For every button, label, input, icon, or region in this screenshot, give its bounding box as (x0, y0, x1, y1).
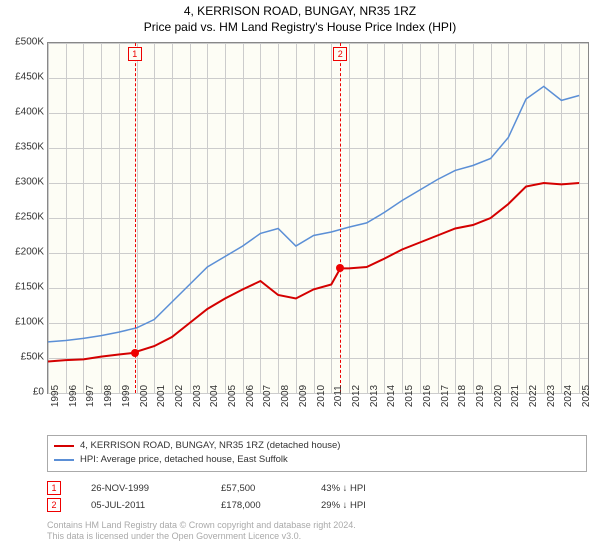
legend-swatch-2 (54, 459, 74, 461)
sale-pct-1: 43% ↓ HPI (321, 480, 401, 497)
y-tick-label: £50K (4, 352, 44, 363)
x-tick-label: 2012 (351, 385, 362, 407)
chart-container: 4, KERRISON ROAD, BUNGAY, NR35 1RZ Price… (0, 0, 600, 560)
x-tick-label: 2004 (209, 385, 220, 407)
sale-marker-box: 1 (128, 47, 142, 61)
x-tick-label: 2013 (369, 385, 380, 407)
sales-table: 1 26-NOV-1999 £57,500 43% ↓ HPI 2 05-JUL… (47, 480, 587, 514)
sales-row-2: 2 05-JUL-2011 £178,000 29% ↓ HPI (47, 497, 587, 514)
sale-marker-2: 2 (47, 498, 61, 512)
y-tick-label: £250K (4, 212, 44, 223)
x-tick-label: 2024 (563, 385, 574, 407)
x-tick-label: 2007 (262, 385, 273, 407)
x-tick-label: 2020 (493, 385, 504, 407)
x-tick-label: 2008 (280, 385, 291, 407)
x-tick-label: 1995 (50, 385, 61, 407)
x-tick-label: 2017 (440, 385, 451, 407)
y-tick-label: £150K (4, 282, 44, 293)
plot-area: 12 (47, 42, 589, 394)
y-tick-label: £300K (4, 177, 44, 188)
x-tick-label: 1998 (103, 385, 114, 407)
legend-box: 4, KERRISON ROAD, BUNGAY, NR35 1RZ (deta… (47, 435, 587, 472)
x-tick-label: 2015 (404, 385, 415, 407)
footer: Contains HM Land Registry data © Crown c… (47, 520, 587, 543)
x-tick-label: 2005 (227, 385, 238, 407)
x-tick-label: 1996 (68, 385, 79, 407)
x-tick-label: 2006 (245, 385, 256, 407)
x-tick-label: 2011 (333, 385, 344, 407)
legend-and-sales: 4, KERRISON ROAD, BUNGAY, NR35 1RZ (deta… (47, 435, 587, 543)
x-tick-label: 2018 (457, 385, 468, 407)
legend-label-1: 4, KERRISON ROAD, BUNGAY, NR35 1RZ (deta… (80, 439, 340, 453)
x-tick-label: 2000 (139, 385, 150, 407)
legend-swatch-1 (54, 445, 74, 447)
x-tick-label: 2016 (422, 385, 433, 407)
sales-row-1: 1 26-NOV-1999 £57,500 43% ↓ HPI (47, 480, 587, 497)
x-tick-label: 2010 (316, 385, 327, 407)
sale-price-1: £57,500 (221, 480, 291, 497)
x-tick-label: 2009 (298, 385, 309, 407)
sale-date-1: 26-NOV-1999 (91, 480, 191, 497)
legend-item-1: 4, KERRISON ROAD, BUNGAY, NR35 1RZ (deta… (54, 439, 580, 453)
x-tick-label: 2002 (174, 385, 185, 407)
x-tick-label: 2001 (156, 385, 167, 407)
y-tick-label: £200K (4, 247, 44, 258)
sale-marker-box: 2 (333, 47, 347, 61)
x-tick-label: 2014 (386, 385, 397, 407)
chart-titles: 4, KERRISON ROAD, BUNGAY, NR35 1RZ Price… (0, 0, 600, 35)
y-tick-label: £500K (4, 37, 44, 48)
x-tick-label: 1997 (85, 385, 96, 407)
title-line-2: Price paid vs. HM Land Registry's House … (0, 20, 600, 36)
sale-date-2: 05-JUL-2011 (91, 497, 191, 514)
sale-pct-2: 29% ↓ HPI (321, 497, 401, 514)
sale-marker-1: 1 (47, 481, 61, 495)
title-line-1: 4, KERRISON ROAD, BUNGAY, NR35 1RZ (0, 4, 600, 20)
x-tick-label: 2023 (546, 385, 557, 407)
footer-line-1: Contains HM Land Registry data © Crown c… (47, 520, 587, 532)
y-tick-label: £350K (4, 142, 44, 153)
x-tick-label: 2019 (475, 385, 486, 407)
y-tick-label: £100K (4, 317, 44, 328)
x-tick-label: 2021 (510, 385, 521, 407)
x-tick-label: 2003 (192, 385, 203, 407)
sale-price-2: £178,000 (221, 497, 291, 514)
y-tick-label: £400K (4, 107, 44, 118)
x-tick-label: 1999 (121, 385, 132, 407)
legend-label-2: HPI: Average price, detached house, East… (80, 453, 288, 467)
y-tick-label: £0 (4, 387, 44, 398)
y-tick-label: £450K (4, 72, 44, 83)
x-tick-label: 2025 (581, 385, 592, 407)
x-tick-label: 2022 (528, 385, 539, 407)
footer-line-2: This data is licensed under the Open Gov… (47, 531, 587, 543)
legend-item-2: HPI: Average price, detached house, East… (54, 453, 580, 467)
